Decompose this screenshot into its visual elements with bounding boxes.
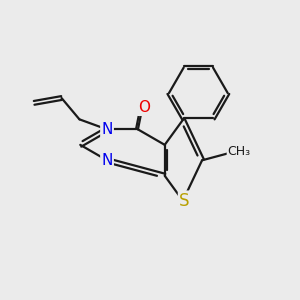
Text: CH₃: CH₃ [228, 145, 251, 158]
Text: N: N [101, 122, 113, 137]
Text: O: O [138, 100, 150, 115]
Text: S: S [179, 192, 190, 210]
Text: N: N [101, 153, 113, 168]
